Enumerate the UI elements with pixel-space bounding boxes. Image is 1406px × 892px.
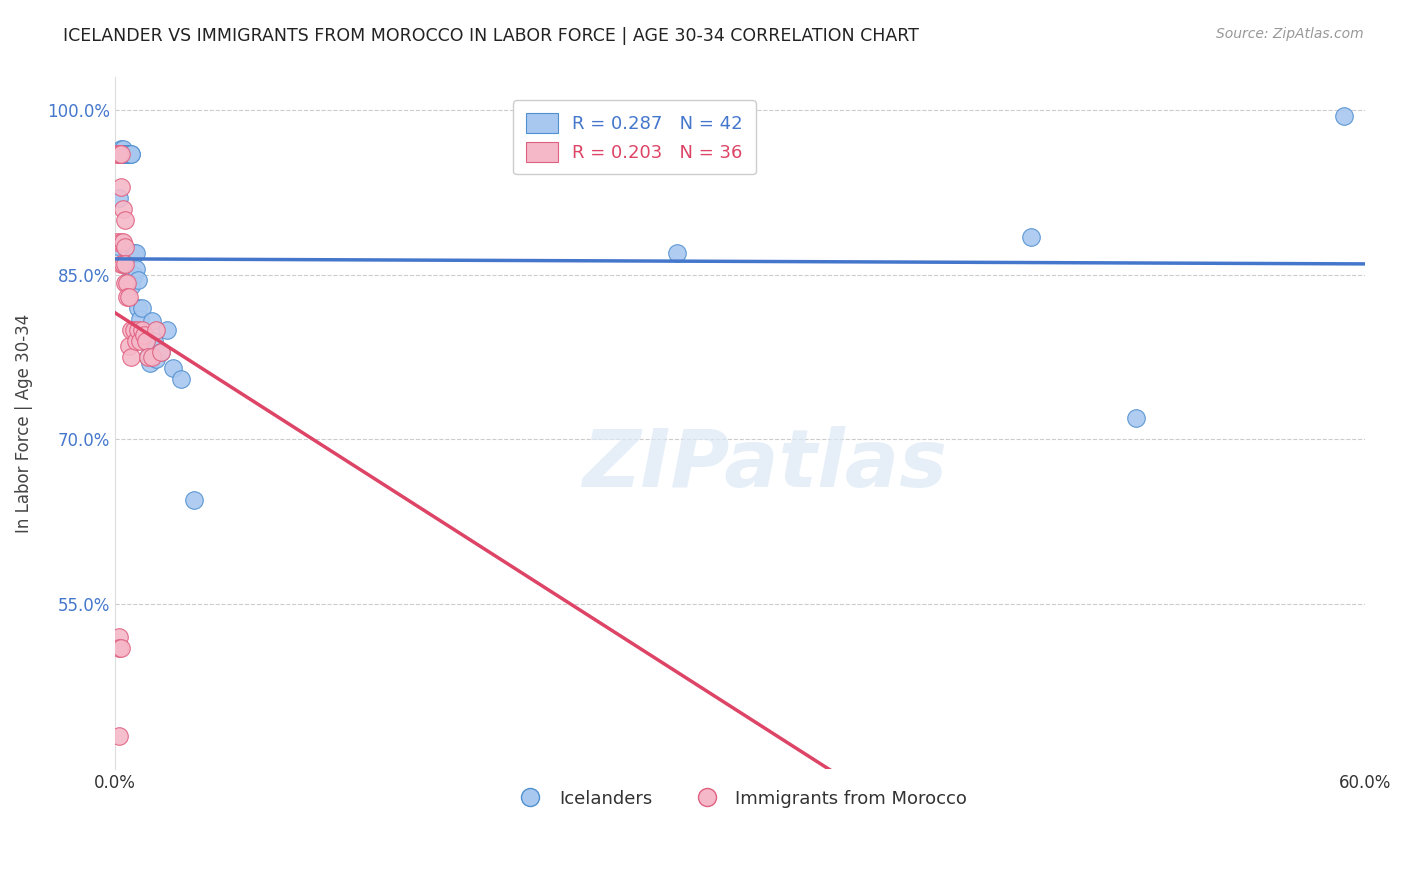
Point	[127, 273, 149, 287]
Point	[156, 323, 179, 337]
Point	[112, 235, 135, 249]
Point	[112, 257, 135, 271]
Point	[127, 301, 149, 315]
Point	[141, 350, 163, 364]
Point	[110, 147, 132, 161]
Point	[135, 334, 157, 348]
Point	[114, 147, 136, 161]
Point	[117, 147, 139, 161]
Legend: Icelanders, Immigrants from Morocco: Icelanders, Immigrants from Morocco	[505, 782, 974, 815]
Point	[145, 352, 167, 367]
Point	[105, 235, 128, 249]
Point	[118, 273, 141, 287]
Point	[183, 492, 205, 507]
Point	[128, 334, 150, 348]
Point	[118, 147, 141, 161]
Point	[110, 142, 132, 156]
Point	[136, 350, 159, 364]
Point	[132, 328, 155, 343]
Point	[117, 290, 139, 304]
Point	[120, 350, 142, 364]
Point	[122, 268, 145, 282]
Point	[122, 323, 145, 337]
Point	[117, 276, 139, 290]
Point	[112, 142, 135, 156]
Point	[108, 191, 131, 205]
Point	[108, 640, 131, 655]
Point	[666, 246, 689, 260]
Y-axis label: In Labor Force | Age 30-34: In Labor Force | Age 30-34	[15, 313, 32, 533]
Point	[1021, 229, 1043, 244]
Point	[131, 301, 153, 315]
Point	[108, 630, 131, 644]
Point	[131, 323, 153, 337]
Point	[118, 246, 141, 260]
Point	[132, 328, 155, 343]
Point	[135, 334, 157, 348]
Point	[110, 235, 132, 249]
Point	[162, 361, 184, 376]
Point	[105, 147, 128, 161]
Point	[110, 147, 132, 161]
Text: ICELANDER VS IMMIGRANTS FROM MOROCCO IN LABOR FORCE | AGE 30-34 CORRELATION CHAR: ICELANDER VS IMMIGRANTS FROM MOROCCO IN …	[63, 27, 920, 45]
Point	[124, 262, 146, 277]
Point	[105, 239, 128, 253]
Point	[1125, 410, 1147, 425]
Point	[117, 147, 139, 161]
Point	[141, 314, 163, 328]
Text: ZIPatlas: ZIPatlas	[582, 425, 948, 503]
Point	[114, 257, 136, 271]
Point	[114, 240, 136, 254]
Point	[118, 339, 141, 353]
Point	[114, 276, 136, 290]
Point	[139, 356, 162, 370]
Point	[110, 640, 132, 655]
Point	[149, 344, 172, 359]
Point	[127, 323, 149, 337]
Point	[114, 147, 136, 161]
Point	[112, 202, 135, 216]
Point	[143, 334, 166, 348]
Point	[120, 323, 142, 337]
Point	[149, 344, 172, 359]
Point	[120, 147, 142, 161]
Text: Source: ZipAtlas.com: Source: ZipAtlas.com	[1216, 27, 1364, 41]
Point	[108, 147, 131, 161]
Point	[120, 147, 142, 161]
Point	[170, 372, 193, 386]
Point	[108, 147, 131, 161]
Point	[112, 147, 135, 161]
Point	[110, 180, 132, 194]
Point	[114, 147, 136, 161]
Point	[122, 246, 145, 260]
Point	[145, 323, 167, 337]
Point	[117, 147, 139, 161]
Point	[124, 246, 146, 260]
Point	[110, 257, 132, 271]
Point	[114, 213, 136, 227]
Point	[124, 334, 146, 348]
Point	[1333, 109, 1355, 123]
Point	[118, 290, 141, 304]
Point	[120, 279, 142, 293]
Point	[108, 729, 131, 743]
Point	[136, 350, 159, 364]
Point	[128, 311, 150, 326]
